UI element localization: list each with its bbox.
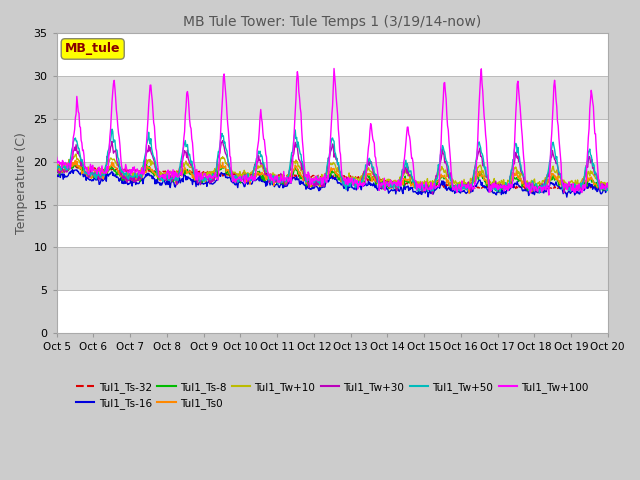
Tul1_Ts-8 (268, 177, 275, 183)
Tul1_Ts-8 (247, 172, 255, 178)
Tul1_Ts-32 (220, 173, 227, 179)
Tul1_Tw+100 (330, 66, 338, 72)
Tul1_Tw+50 (604, 182, 612, 188)
Line: Tul1_Ts-16: Tul1_Ts-16 (57, 169, 608, 197)
Tul1_Ts-16 (68, 167, 76, 172)
Bar (57, 290, 608, 333)
Line: Tul1_Tw+50: Tul1_Tw+50 (57, 129, 608, 193)
Tul1_Tw+30 (604, 180, 612, 186)
Tul1_Ts-8 (118, 177, 126, 183)
Tul1_Ts-32 (526, 187, 534, 192)
Tul1_Tw+100 (604, 185, 612, 191)
Tul1_Tw+50 (53, 165, 61, 171)
Tul1_Ts-8 (220, 165, 227, 171)
Tul1_Ts-8 (390, 183, 397, 189)
Tul1_Ts-16 (53, 173, 61, 179)
Tul1_Ts-32 (118, 167, 126, 172)
Tul1_Tw+100 (420, 186, 428, 192)
Tul1_Ts0 (53, 168, 61, 174)
Tul1_Ts-16 (563, 194, 571, 200)
Tul1_Ts0 (465, 191, 473, 196)
Tul1_Tw+30 (53, 168, 61, 174)
Line: Tul1_Ts-32: Tul1_Ts-32 (57, 165, 608, 190)
Tul1_Tw+10 (118, 171, 126, 177)
Tul1_Tw+50 (420, 182, 428, 188)
Tul1_Ts0 (220, 165, 227, 171)
Tul1_Tw+30 (247, 176, 255, 181)
Tul1_Ts0 (118, 173, 126, 179)
Tul1_Tw+100 (53, 155, 61, 160)
Tul1_Ts-8 (73, 161, 81, 167)
Tul1_Ts-16 (268, 178, 275, 183)
Tul1_Tw+30 (390, 181, 397, 187)
Tul1_Tw+30 (420, 184, 428, 190)
Tul1_Tw+100 (118, 162, 125, 168)
Legend: Tul1_Ts-32, Tul1_Ts-16, Tul1_Ts-8, Tul1_Ts0, Tul1_Tw+10, Tul1_Tw+30, Tul1_Tw+50,: Tul1_Ts-32, Tul1_Ts-16, Tul1_Ts-8, Tul1_… (72, 377, 593, 413)
Y-axis label: Temperature (C): Temperature (C) (15, 132, 28, 234)
Bar (57, 162, 608, 204)
Line: Tul1_Tw+30: Tul1_Tw+30 (57, 141, 608, 194)
Tul1_Ts0 (72, 157, 79, 163)
Tul1_Ts-32 (420, 183, 428, 189)
Tul1_Tw+10 (604, 180, 612, 186)
Tul1_Ts-8 (604, 184, 612, 190)
Tul1_Ts-16 (390, 187, 397, 193)
Tul1_Ts-16 (420, 188, 428, 193)
Tul1_Tw+30 (219, 138, 227, 144)
Tul1_Tw+10 (420, 178, 428, 184)
Bar (57, 76, 608, 119)
Tul1_Tw+30 (118, 170, 125, 176)
Bar (57, 33, 608, 76)
Line: Tul1_Ts-8: Tul1_Ts-8 (57, 164, 608, 192)
Tul1_Tw+30 (220, 142, 227, 148)
Tul1_Tw+100 (267, 171, 275, 177)
Tul1_Ts-32 (268, 173, 275, 179)
Tul1_Ts0 (420, 185, 428, 191)
Tul1_Ts-32 (53, 163, 61, 169)
Tul1_Tw+100 (219, 92, 227, 98)
Tul1_Ts-32 (604, 185, 612, 191)
Tul1_Tw+10 (390, 178, 397, 184)
Tul1_Tw+30 (429, 191, 436, 197)
Bar (57, 119, 608, 162)
Tul1_Ts0 (604, 184, 612, 190)
Tul1_Ts0 (247, 176, 255, 182)
Tul1_Ts0 (390, 181, 397, 187)
Tul1_Tw+10 (462, 185, 470, 191)
Tul1_Tw+50 (108, 126, 116, 132)
Tul1_Ts-16 (247, 180, 255, 186)
Text: MB_tule: MB_tule (65, 42, 120, 56)
Tul1_Tw+10 (220, 156, 227, 161)
Tul1_Ts-32 (55, 162, 63, 168)
Tul1_Tw+10 (247, 170, 255, 176)
Tul1_Tw+10 (72, 151, 80, 157)
Tul1_Ts-16 (118, 180, 126, 186)
Tul1_Ts-16 (604, 187, 612, 193)
Tul1_Tw+100 (390, 181, 397, 187)
Tul1_Ts-8 (53, 168, 61, 173)
Line: Tul1_Ts0: Tul1_Ts0 (57, 160, 608, 193)
Tul1_Ts-32 (390, 179, 397, 184)
Tul1_Tw+100 (545, 192, 553, 198)
Tul1_Tw+50 (536, 190, 543, 196)
Tul1_Tw+10 (268, 172, 275, 178)
Tul1_Tw+50 (118, 169, 126, 175)
Tul1_Tw+30 (268, 173, 275, 179)
Line: Tul1_Tw+100: Tul1_Tw+100 (57, 69, 608, 195)
Tul1_Tw+50 (247, 174, 255, 180)
Title: MB Tule Tower: Tule Temps 1 (3/19/14-now): MB Tule Tower: Tule Temps 1 (3/19/14-now… (183, 15, 481, 29)
Tul1_Tw+50 (220, 133, 227, 139)
Tul1_Tw+50 (390, 186, 397, 192)
Tul1_Ts0 (268, 176, 275, 182)
Line: Tul1_Tw+10: Tul1_Tw+10 (57, 154, 608, 188)
Tul1_Ts-16 (220, 171, 227, 177)
Tul1_Tw+50 (268, 181, 275, 187)
Tul1_Tw+10 (53, 165, 61, 170)
Tul1_Tw+100 (246, 174, 254, 180)
Tul1_Ts-8 (420, 184, 428, 190)
Bar (57, 204, 608, 247)
Bar (57, 247, 608, 290)
Tul1_Ts-8 (495, 189, 503, 195)
Tul1_Ts-32 (247, 171, 255, 177)
